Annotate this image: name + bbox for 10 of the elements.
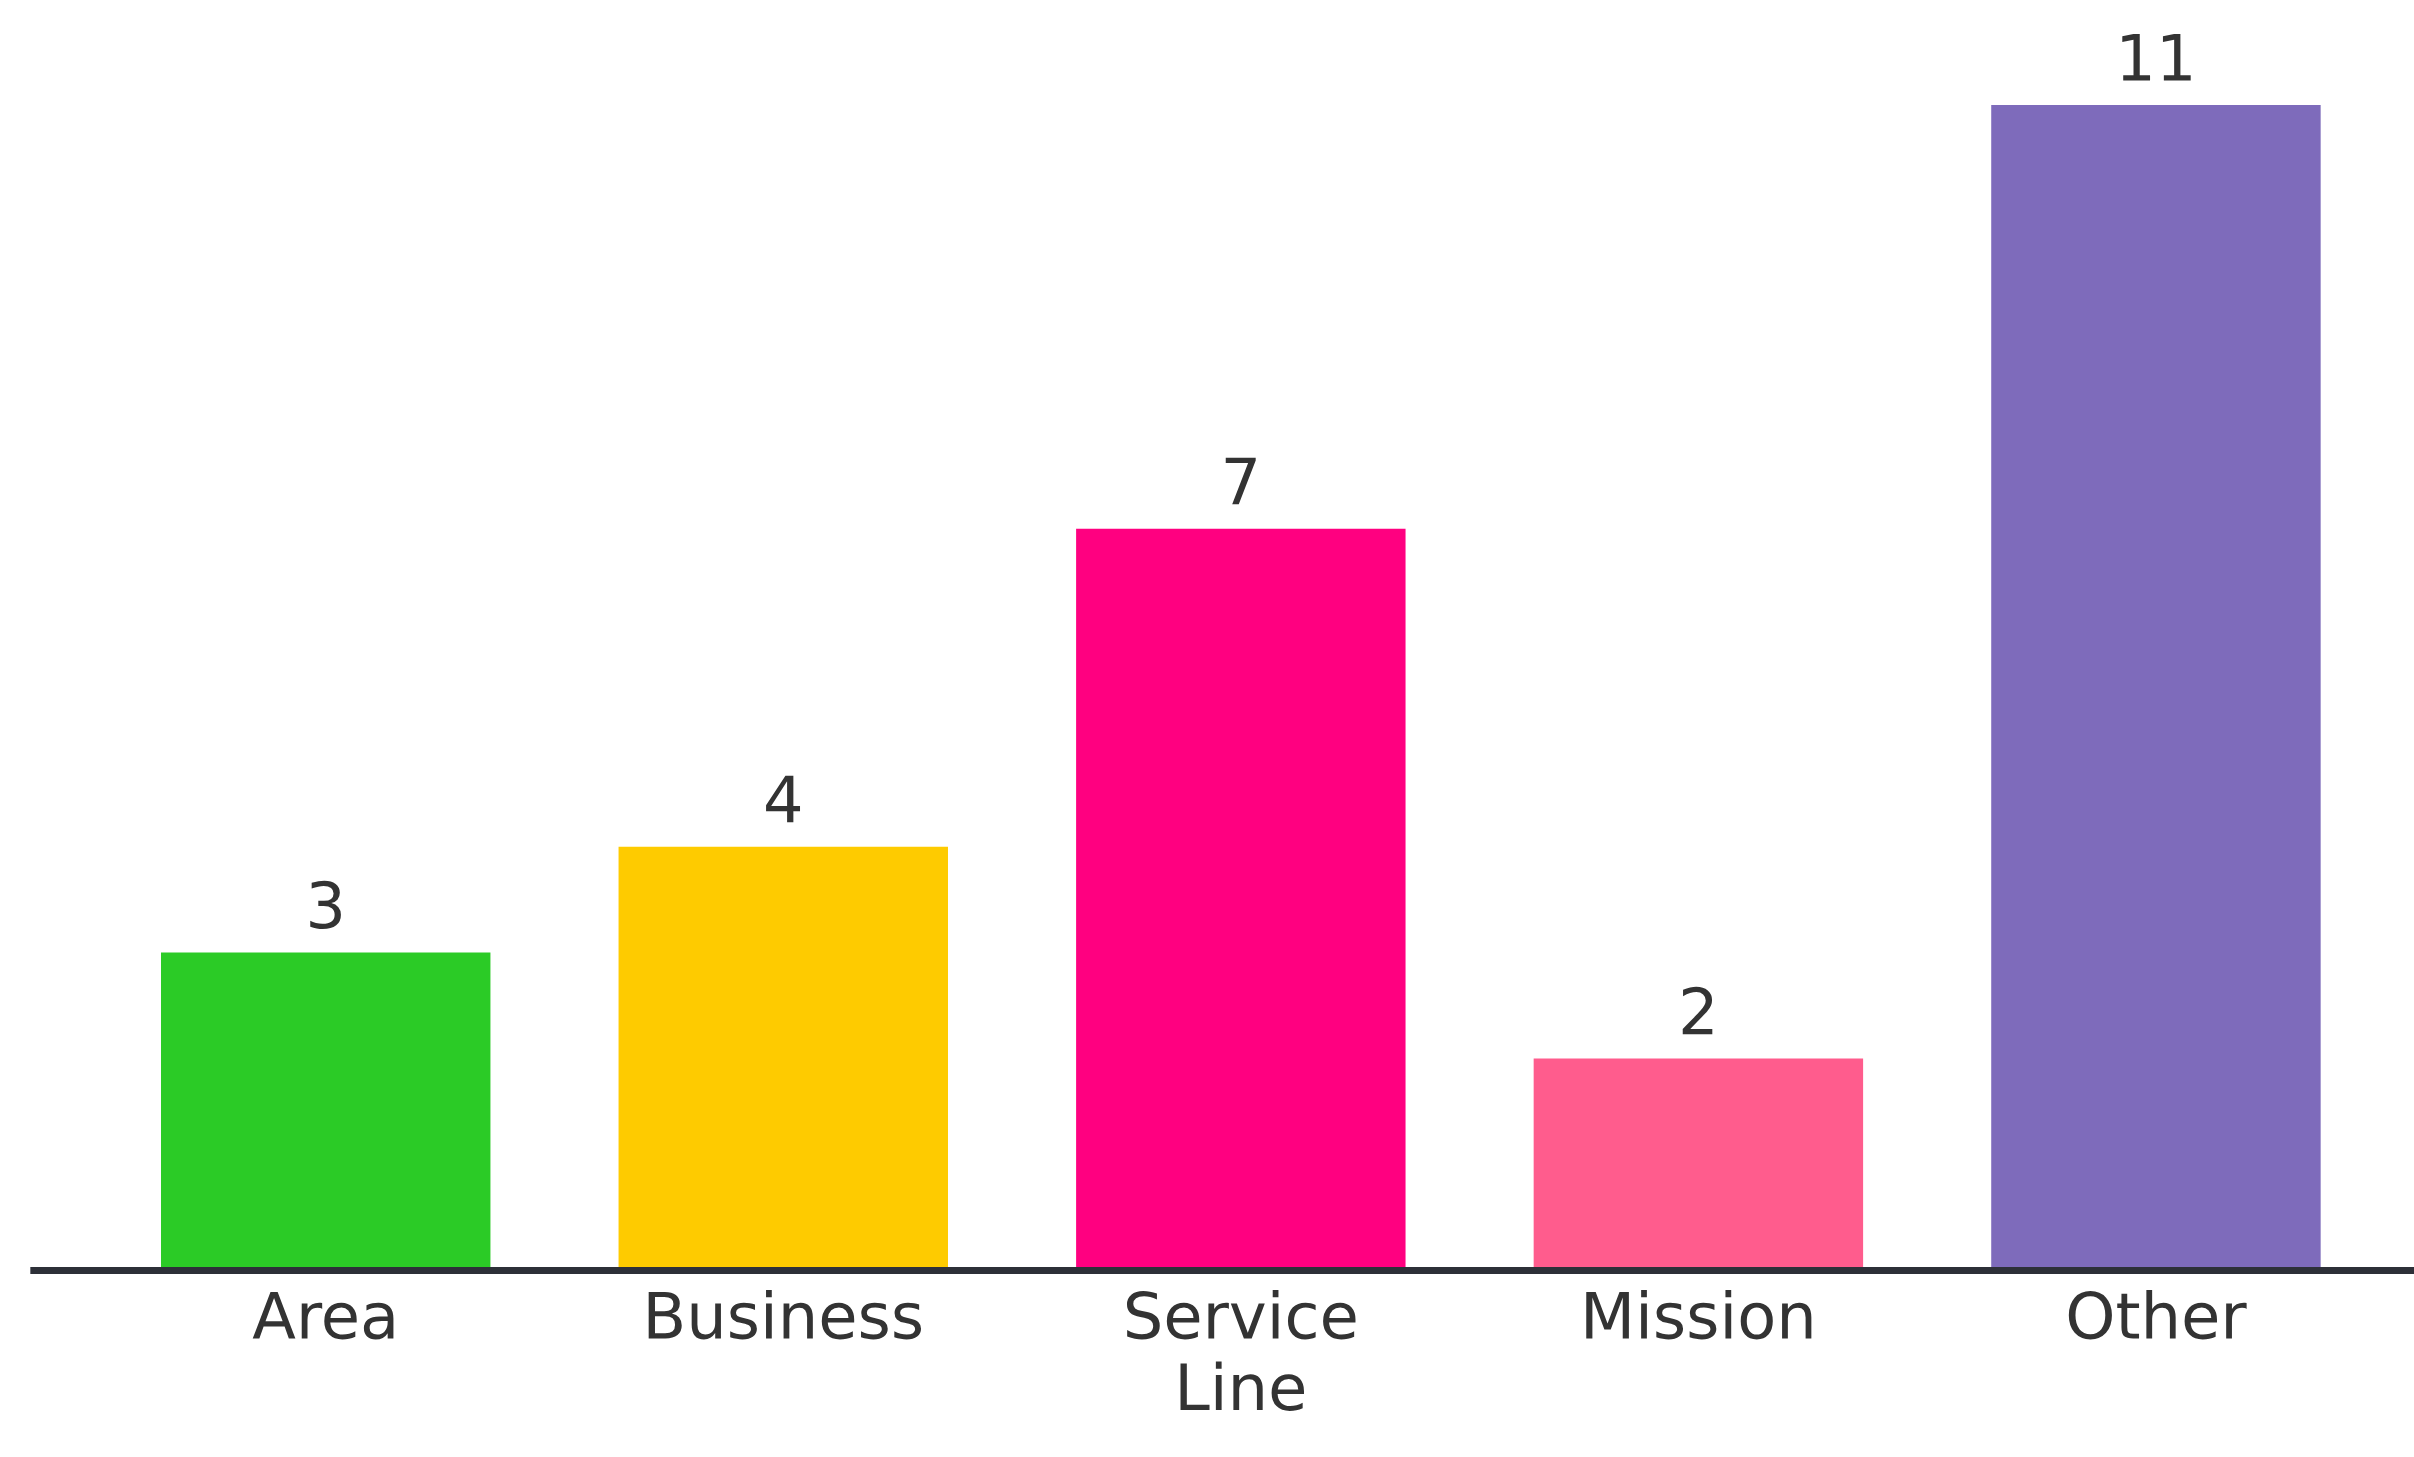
data-label: 4 xyxy=(766,775,801,823)
data-label: 7 xyxy=(1225,457,1256,505)
data-label: 3 xyxy=(310,880,341,930)
data-label: 2 xyxy=(1682,986,1713,1035)
x-tick-label: Business xyxy=(648,1289,922,1340)
x-tick-label: Other xyxy=(2068,1289,2247,1340)
x-tick-label: Area xyxy=(252,1291,394,1340)
data-label: 11 xyxy=(2122,33,2191,81)
x-tick-label: Mission xyxy=(1586,1289,1812,1340)
x-tick-label: Service Line xyxy=(1126,1289,1356,1411)
